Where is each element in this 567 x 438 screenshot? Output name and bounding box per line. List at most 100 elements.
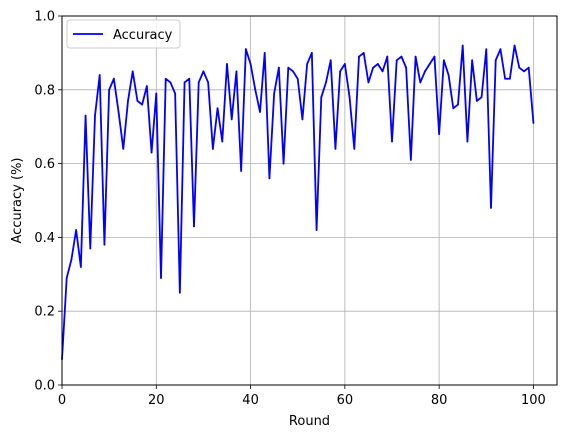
data-point — [471, 59, 474, 62]
data-point — [409, 159, 412, 161]
y-axis-ticks: 0.0 0.2 0.4 0.6 0.8 1.0 — [34, 10, 62, 394]
data-point — [65, 277, 68, 279]
data-point — [452, 107, 455, 110]
data-point — [174, 92, 177, 95]
data-point — [244, 48, 247, 51]
data-point — [287, 66, 290, 69]
x-tick-label: 20 — [148, 393, 165, 408]
data-point — [306, 63, 309, 65]
data-point — [202, 70, 205, 73]
data-point — [438, 133, 441, 135]
data-point — [310, 52, 313, 54]
data-point — [150, 151, 153, 154]
data-point — [527, 66, 530, 69]
data-point — [296, 77, 299, 80]
data-point — [358, 55, 360, 58]
data-point — [207, 81, 210, 84]
data-point — [343, 63, 346, 65]
data-point — [395, 59, 398, 62]
data-point — [259, 111, 261, 113]
data-point — [84, 114, 87, 117]
data-point — [79, 266, 82, 268]
data-point — [75, 229, 78, 231]
data-point — [428, 63, 431, 65]
data-point — [457, 103, 459, 106]
x-tick-label: 0 — [58, 393, 66, 408]
data-point — [494, 59, 497, 62]
data-point — [131, 70, 134, 73]
data-point — [155, 92, 158, 95]
data-point — [103, 243, 106, 246]
data-point — [301, 118, 304, 121]
data-point — [216, 107, 219, 110]
data-point — [490, 206, 492, 209]
y-axis-label: Accuracy (%) — [10, 158, 25, 244]
data-point — [98, 74, 101, 76]
data-point — [386, 55, 389, 58]
legend-label-accuracy: Accuracy — [113, 28, 173, 43]
y-tick-label: 1.0 — [34, 10, 55, 25]
data-point — [400, 55, 403, 58]
data-point — [183, 81, 186, 84]
data-point — [117, 111, 120, 113]
data-point — [122, 147, 125, 150]
legend: Accuracy — [66, 19, 181, 49]
data-point — [367, 81, 370, 84]
data-point — [508, 77, 511, 80]
data-point — [145, 85, 148, 88]
x-axis-label: Round — [289, 414, 330, 429]
data-point — [193, 225, 195, 228]
series-layer — [61, 44, 535, 361]
data-point — [254, 88, 257, 91]
data-point — [339, 70, 342, 73]
data-point — [197, 81, 200, 84]
data-point — [315, 229, 318, 231]
data-point — [329, 59, 332, 62]
x-tick-label: 60 — [337, 393, 354, 408]
data-point — [273, 92, 276, 95]
data-point — [169, 81, 172, 84]
data-point — [480, 96, 483, 99]
data-point — [485, 48, 488, 51]
plot-frame — [61, 15, 558, 386]
y-tick-label: 0.6 — [34, 157, 55, 172]
data-point — [160, 277, 162, 279]
data-point — [433, 55, 436, 58]
x-tick-label: 80 — [431, 393, 448, 408]
legend-box — [66, 19, 181, 49]
y-tick-label: 0.2 — [34, 305, 55, 320]
data-point — [532, 122, 535, 124]
data-point — [513, 44, 516, 47]
data-point — [240, 170, 243, 172]
data-point — [475, 99, 478, 102]
data-point — [353, 147, 356, 150]
data-point — [292, 70, 294, 73]
data-point — [325, 81, 327, 84]
data-point — [282, 162, 285, 165]
data-point — [461, 44, 464, 47]
data-point — [405, 66, 408, 69]
data-point — [235, 70, 238, 73]
data-point — [447, 74, 450, 76]
x-tick-label: 100 — [521, 393, 546, 408]
y-tick-label: 0.4 — [34, 231, 55, 246]
data-point — [211, 147, 214, 150]
data-point — [141, 103, 144, 106]
data-point — [376, 63, 379, 65]
data-point — [230, 118, 233, 121]
data-point — [89, 247, 92, 250]
data-point — [391, 140, 393, 143]
data-point — [334, 147, 337, 150]
data-point — [419, 81, 422, 84]
data-point — [226, 63, 228, 65]
data-point — [263, 52, 266, 54]
y-tick-label: 0.8 — [34, 83, 55, 98]
data-point — [94, 114, 96, 117]
data-point — [518, 66, 521, 69]
data-point — [221, 140, 224, 143]
x-tick-label: 40 — [242, 393, 259, 408]
data-point — [442, 59, 445, 62]
data-point — [372, 66, 375, 69]
